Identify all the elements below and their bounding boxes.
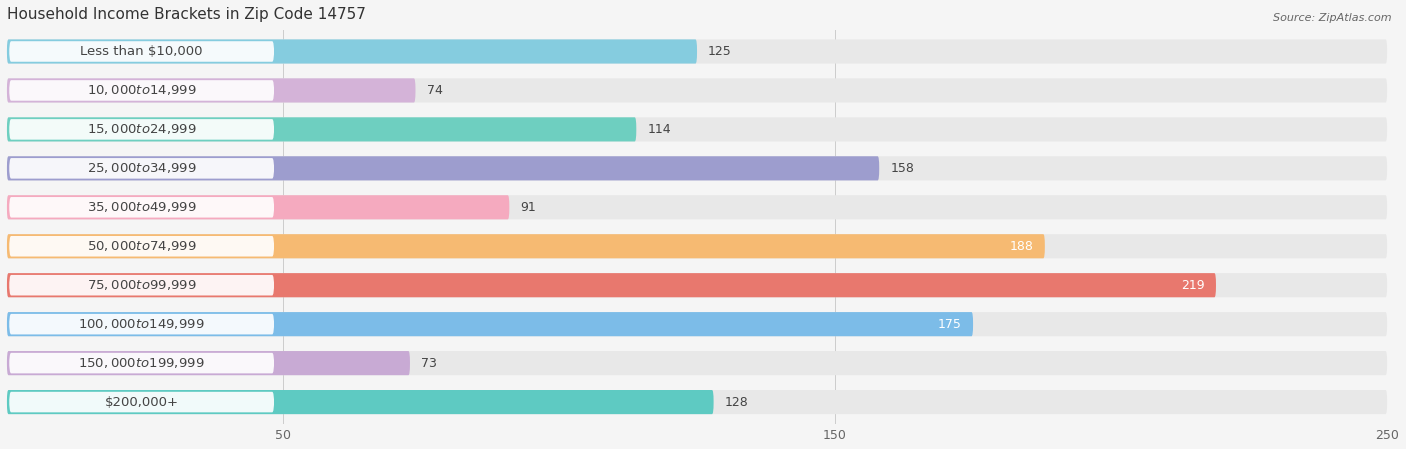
FancyBboxPatch shape <box>10 236 274 256</box>
Text: $150,000 to $199,999: $150,000 to $199,999 <box>79 356 205 370</box>
Text: Source: ZipAtlas.com: Source: ZipAtlas.com <box>1274 13 1392 23</box>
Text: 188: 188 <box>1010 240 1033 253</box>
FancyBboxPatch shape <box>7 351 411 375</box>
FancyBboxPatch shape <box>7 117 1388 141</box>
Text: 175: 175 <box>938 317 962 330</box>
Text: $100,000 to $149,999: $100,000 to $149,999 <box>79 317 205 331</box>
FancyBboxPatch shape <box>7 195 1388 220</box>
Text: 125: 125 <box>709 45 731 58</box>
Text: $75,000 to $99,999: $75,000 to $99,999 <box>87 278 197 292</box>
Text: 73: 73 <box>420 357 437 370</box>
Text: $15,000 to $24,999: $15,000 to $24,999 <box>87 123 197 136</box>
FancyBboxPatch shape <box>7 195 509 220</box>
FancyBboxPatch shape <box>10 353 274 374</box>
Text: 219: 219 <box>1181 279 1205 292</box>
Text: $25,000 to $34,999: $25,000 to $34,999 <box>87 161 197 176</box>
FancyBboxPatch shape <box>7 312 973 336</box>
FancyBboxPatch shape <box>10 41 274 62</box>
Text: Household Income Brackets in Zip Code 14757: Household Income Brackets in Zip Code 14… <box>7 7 366 22</box>
Text: $35,000 to $49,999: $35,000 to $49,999 <box>87 200 197 214</box>
FancyBboxPatch shape <box>10 158 274 179</box>
Text: $200,000+: $200,000+ <box>104 396 179 409</box>
FancyBboxPatch shape <box>10 392 274 412</box>
FancyBboxPatch shape <box>7 390 1388 414</box>
Text: $10,000 to $14,999: $10,000 to $14,999 <box>87 84 197 97</box>
FancyBboxPatch shape <box>7 79 1388 102</box>
FancyBboxPatch shape <box>10 275 274 295</box>
FancyBboxPatch shape <box>7 234 1388 258</box>
FancyBboxPatch shape <box>7 312 1388 336</box>
FancyBboxPatch shape <box>7 79 416 102</box>
FancyBboxPatch shape <box>7 273 1216 297</box>
FancyBboxPatch shape <box>10 314 274 335</box>
FancyBboxPatch shape <box>7 390 714 414</box>
Text: 114: 114 <box>647 123 671 136</box>
Text: 128: 128 <box>724 396 748 409</box>
Text: $50,000 to $74,999: $50,000 to $74,999 <box>87 239 197 253</box>
FancyBboxPatch shape <box>7 117 637 141</box>
Text: 74: 74 <box>426 84 443 97</box>
FancyBboxPatch shape <box>10 119 274 140</box>
FancyBboxPatch shape <box>7 40 1388 64</box>
Text: 91: 91 <box>520 201 536 214</box>
FancyBboxPatch shape <box>10 80 274 101</box>
FancyBboxPatch shape <box>7 234 1045 258</box>
FancyBboxPatch shape <box>7 156 879 180</box>
Text: Less than $10,000: Less than $10,000 <box>80 45 202 58</box>
FancyBboxPatch shape <box>10 197 274 218</box>
Text: 158: 158 <box>890 162 914 175</box>
FancyBboxPatch shape <box>7 156 1388 180</box>
FancyBboxPatch shape <box>7 351 1388 375</box>
FancyBboxPatch shape <box>7 40 697 64</box>
FancyBboxPatch shape <box>7 273 1388 297</box>
